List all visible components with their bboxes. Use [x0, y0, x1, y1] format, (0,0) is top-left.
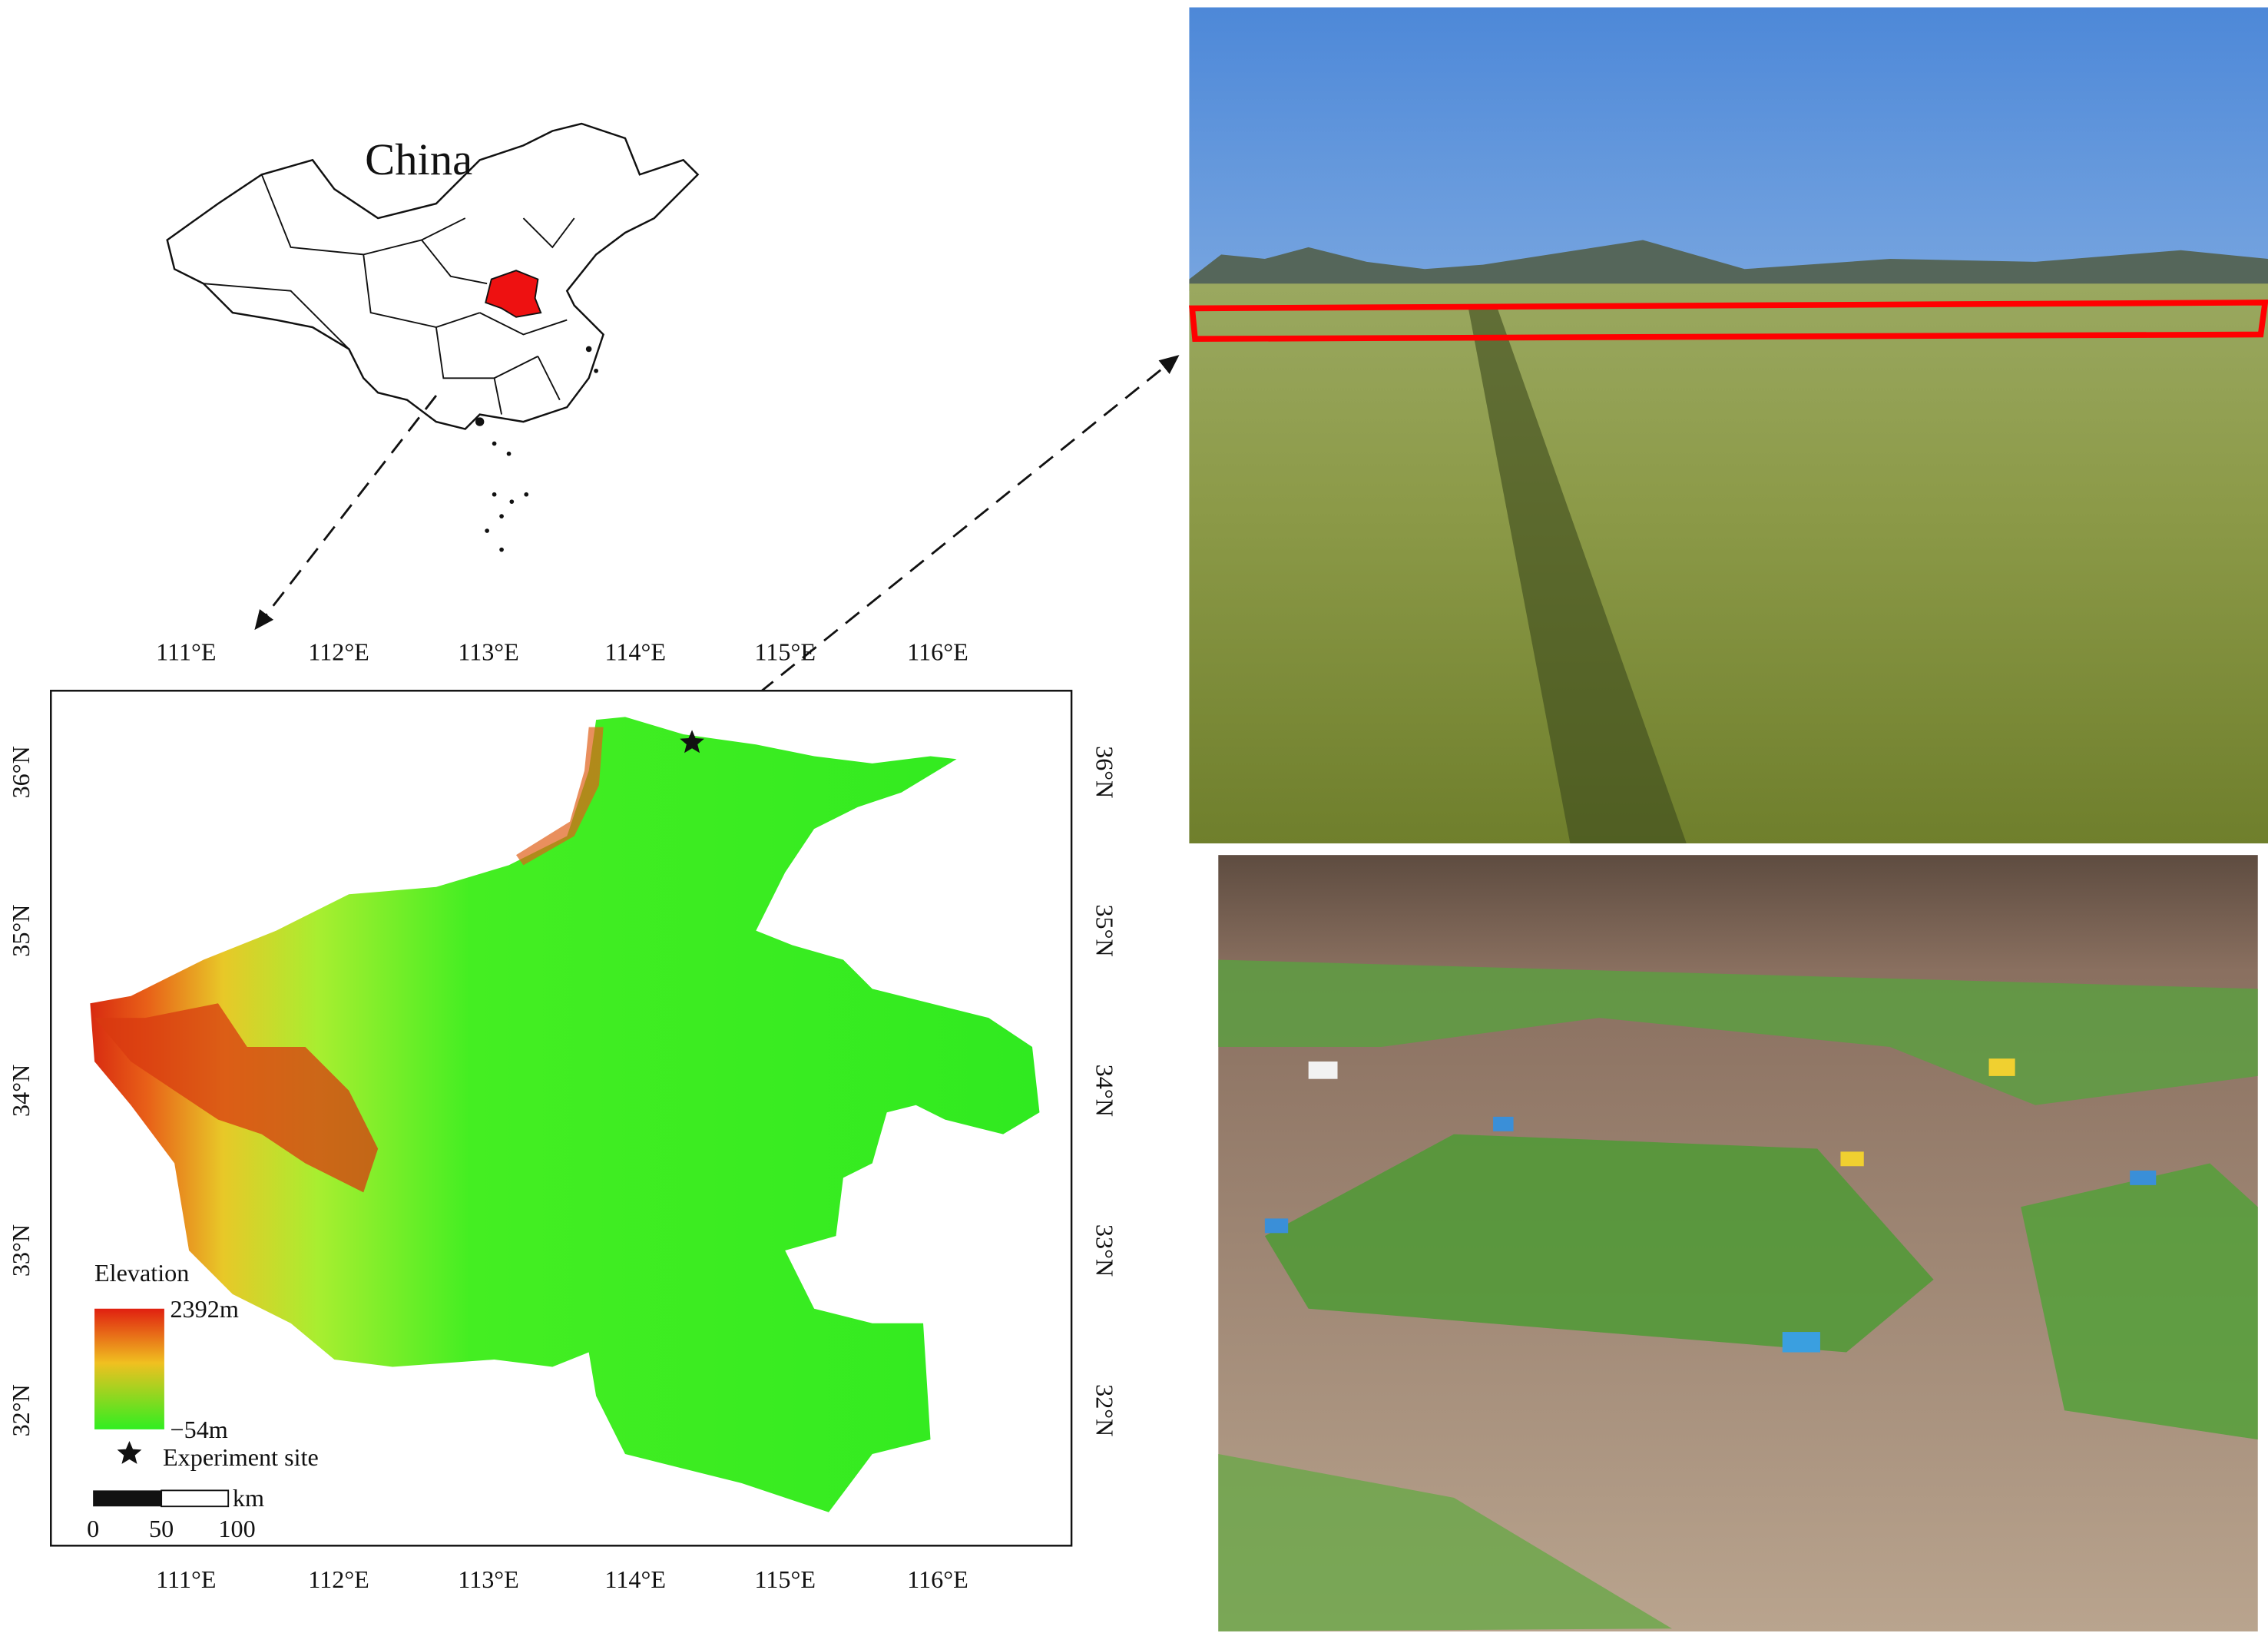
photo-plots	[1218, 855, 2258, 1631]
lon-labels-top: 111°E 112°E 113°E 114°E 115°E 116°E	[156, 638, 968, 666]
lat-label: 34°N	[7, 1065, 35, 1117]
lon-label: 115°E	[754, 638, 816, 666]
lat-label: 35°N	[1091, 904, 1118, 956]
lat-label: 35°N	[7, 904, 35, 956]
legend-site: Experiment site	[163, 1443, 319, 1471]
province-lines	[203, 174, 575, 415]
northern-ridge	[515, 727, 604, 866]
scale-label: 0	[87, 1515, 99, 1542]
scale-bar-white	[161, 1489, 230, 1508]
lat-label: 32°N	[1091, 1384, 1118, 1436]
lon-label: 114°E	[604, 1565, 666, 1593]
scale-unit: km	[233, 1484, 264, 1512]
lat-label: 33°N	[1091, 1224, 1118, 1277]
lon-label: 114°E	[604, 638, 666, 666]
lon-label: 115°E	[754, 1565, 816, 1593]
lon-label: 113°E	[458, 1565, 519, 1593]
china-inset	[166, 122, 700, 552]
lat-label: 32°N	[7, 1384, 35, 1436]
henan	[485, 270, 542, 318]
lon-label: 116°E	[907, 638, 968, 666]
scale-label: 50	[149, 1515, 174, 1542]
legend-gradient	[94, 1308, 164, 1429]
islands	[475, 346, 598, 552]
lat-label: 36°N	[7, 746, 35, 798]
lon-label: 112°E	[308, 638, 369, 666]
legend-star	[117, 1441, 142, 1464]
lon-label: 111°E	[156, 638, 216, 666]
legend-min: −54m	[170, 1416, 227, 1443]
scale-bar-black	[93, 1490, 162, 1507]
legend-title: Elevation	[94, 1259, 189, 1287]
lon-label: 112°E	[308, 1565, 369, 1593]
lon-label: 111°E	[156, 1565, 216, 1593]
legend-max: 2392m	[170, 1295, 238, 1323]
scale-label: 100	[218, 1515, 255, 1542]
photo-wheat-field	[1189, 7, 2268, 844]
lat-label: 33°N	[7, 1224, 35, 1277]
lat-label: 34°N	[1091, 1065, 1118, 1117]
lat-labels-right: 36°N 35°N 34°N 33°N 32°N	[1091, 746, 1118, 1436]
site-star	[680, 730, 704, 754]
henan-elevation	[90, 717, 1040, 1512]
lon-label: 116°E	[907, 1565, 968, 1593]
inset-label: China	[365, 134, 472, 184]
mountain-ridge	[94, 1003, 379, 1193]
lat-labels-left: 36°N 35°N 34°N 33°N 32°N	[7, 746, 35, 1436]
lat-label: 36°N	[1091, 746, 1118, 798]
arrow	[694, 355, 1180, 746]
arrow	[254, 395, 438, 631]
lon-labels-bottom: 111°E 112°E 113°E 114°E 115°E 116°E	[156, 1565, 968, 1593]
lon-label: 113°E	[458, 638, 519, 666]
